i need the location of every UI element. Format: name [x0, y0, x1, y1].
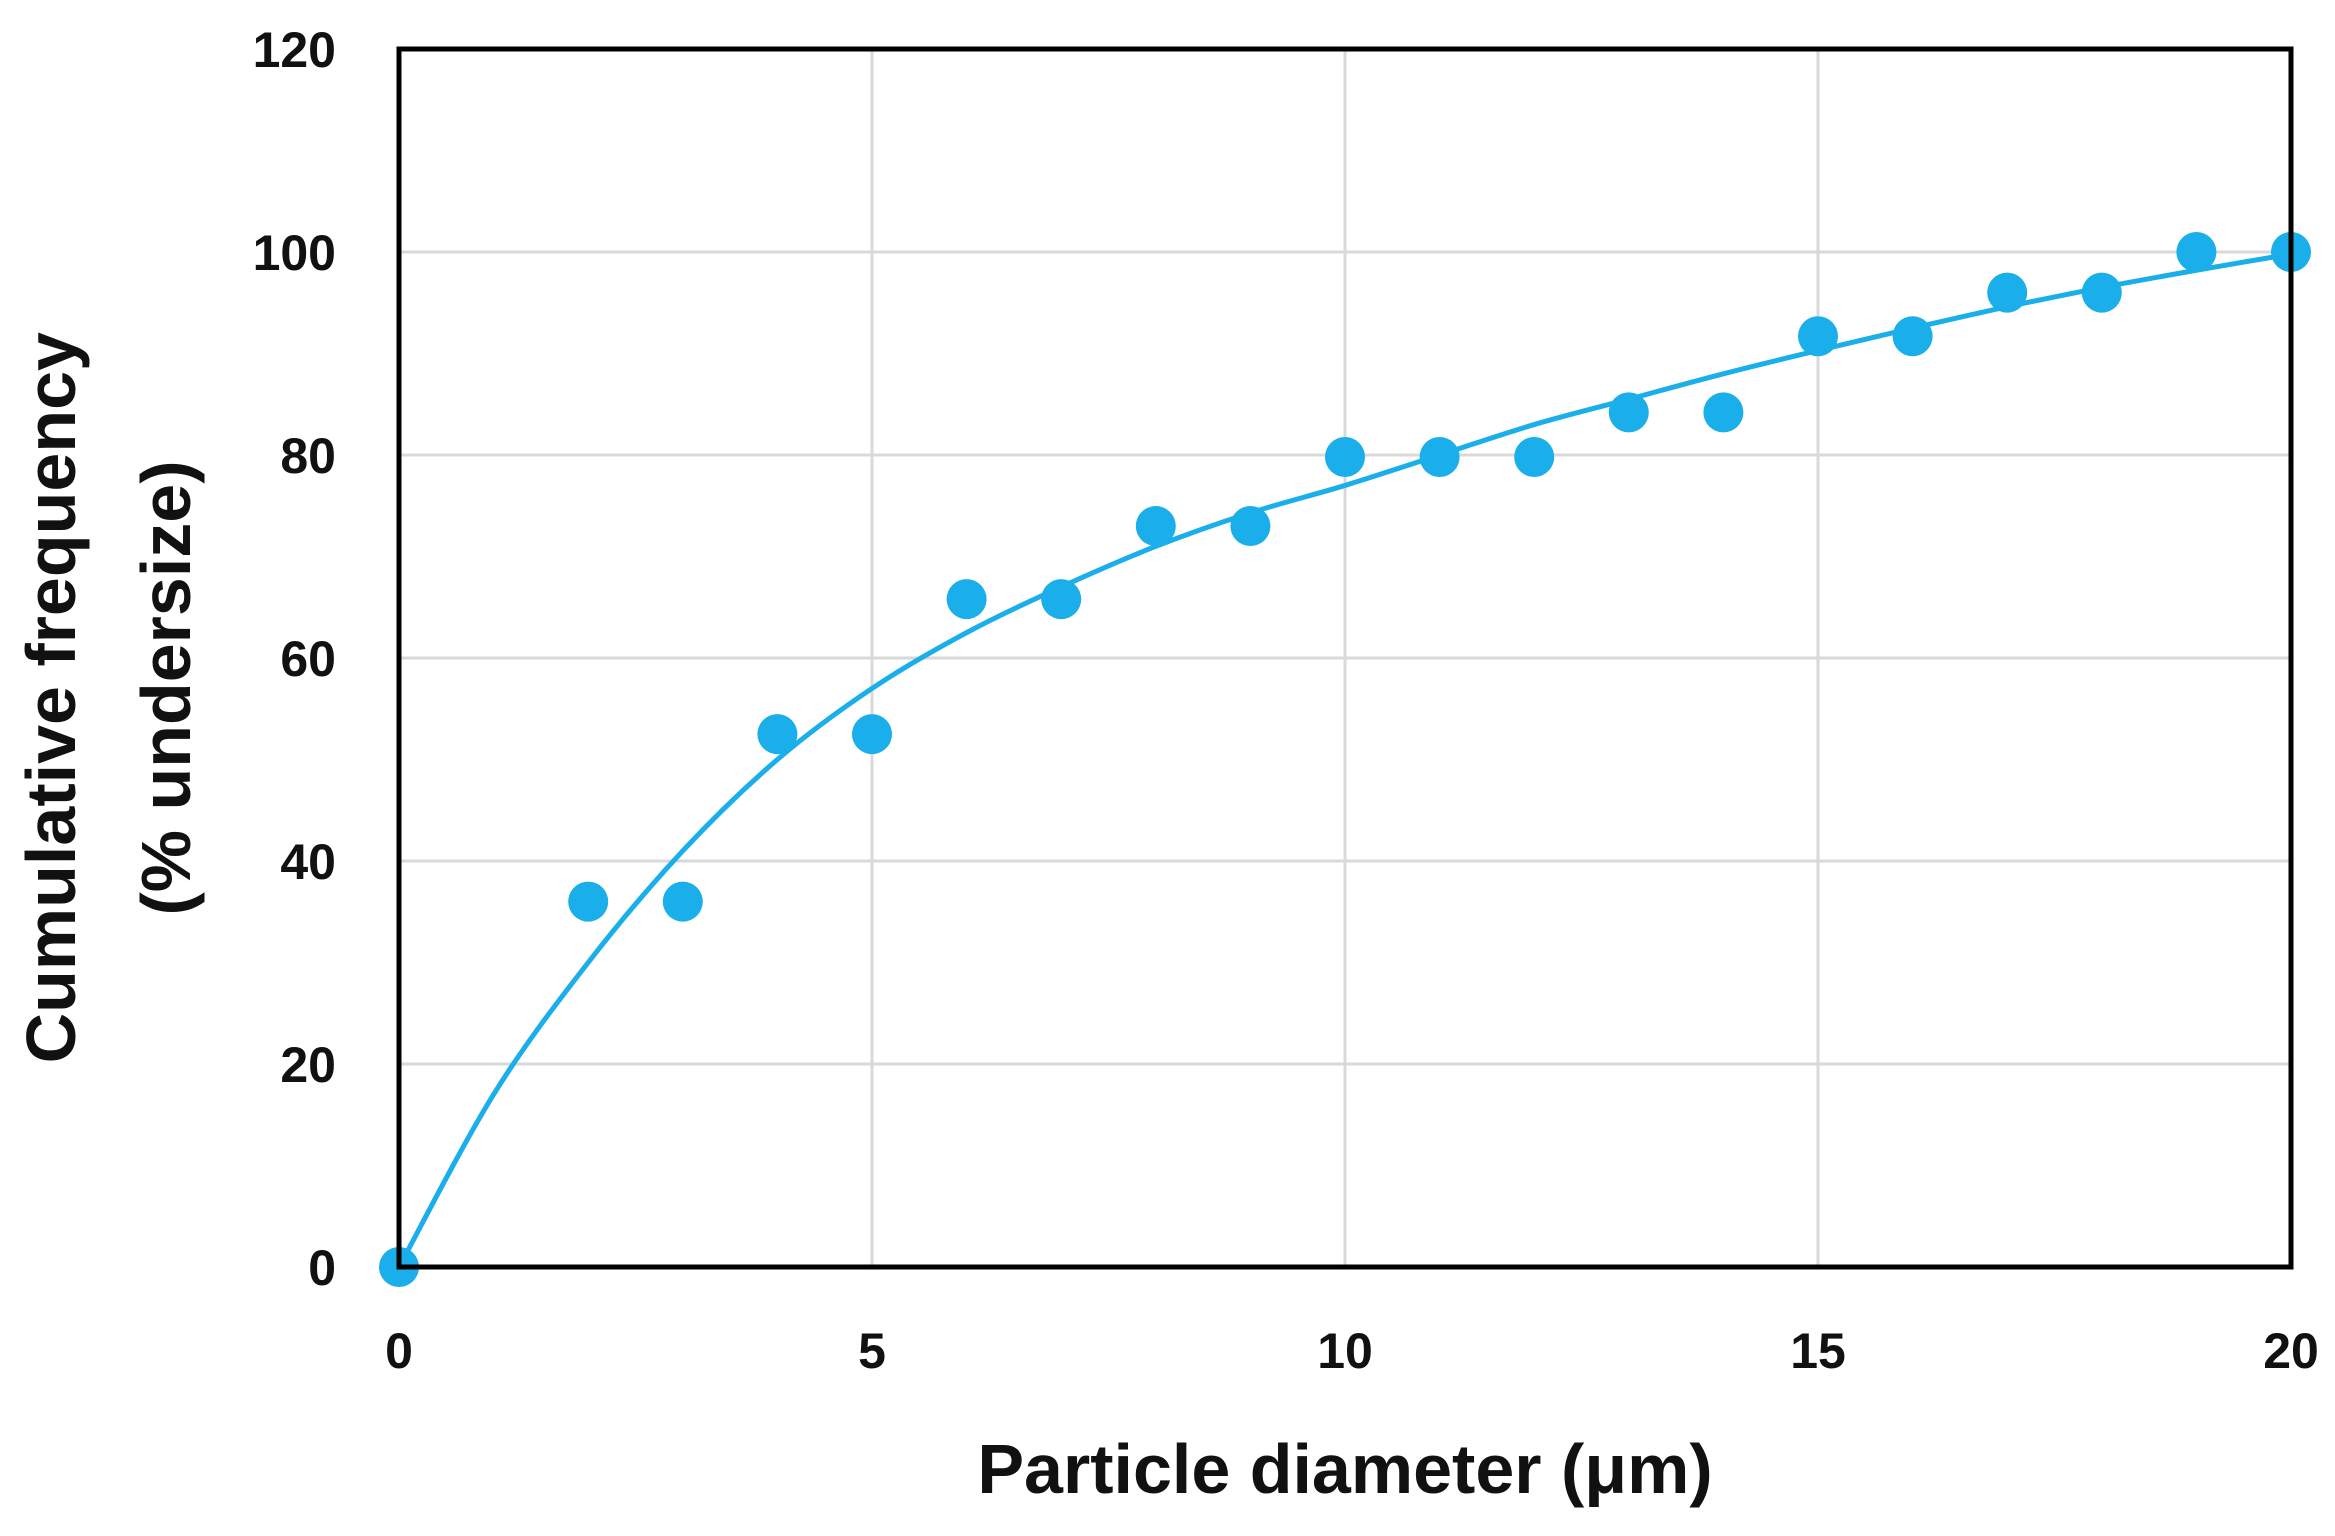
data-point-0-4 — [852, 714, 892, 755]
data-point-0-5 — [946, 579, 987, 620]
x-tick-label-0: 0 — [385, 1323, 413, 1379]
data-point-0-1 — [568, 881, 609, 922]
y-tick-label-1: 20 — [280, 1037, 336, 1093]
trend-curve — [396, 251, 2292, 1269]
grid-lines — [397, 47, 2293, 1269]
y-axis-title-line-1: Cumulative frequency — [12, 332, 90, 1063]
x-axis-title: Particle diameter (μm) — [977, 1430, 1712, 1508]
data-point-0-10 — [1419, 437, 1460, 478]
y-axis-title: Cumulative frequency (% undersize) — [12, 313, 205, 1064]
data-point-0-15 — [1892, 316, 1933, 357]
data-point-0-18 — [2176, 232, 2217, 272]
data-point-0-2 — [662, 881, 703, 922]
data-point-0-9 — [1325, 437, 1365, 478]
x-tick-label-4: 20 — [2263, 1323, 2319, 1379]
data-point-0-17 — [2081, 272, 2122, 313]
data-point-0-3 — [757, 714, 798, 755]
y-tick-labels: 0 20 40 60 80 100 120 — [253, 22, 336, 1296]
data-point-0-8 — [1230, 506, 1271, 547]
data-point-0-12 — [1608, 392, 1649, 433]
data-point-0-6 — [1041, 579, 1082, 620]
plot-frame — [396, 46, 2294, 1270]
data-point-0-13 — [1703, 392, 1744, 433]
y-axis-title-line-2: (% undersize) — [127, 460, 205, 915]
x-tick-label-2: 10 — [1317, 1323, 1373, 1379]
y-tick-label-4: 80 — [280, 428, 336, 484]
x-tick-label-3: 15 — [1790, 1323, 1846, 1379]
data-point-0-14 — [1798, 316, 1838, 357]
y-tick-label-2: 40 — [280, 834, 336, 890]
x-tick-labels: 0 5 10 15 20 — [385, 1323, 2319, 1379]
y-tick-label-3: 60 — [280, 631, 336, 687]
data-point-0-7 — [1135, 506, 1176, 547]
y-tick-label-5: 100 — [253, 225, 336, 281]
y-tick-label-0: 0 — [308, 1240, 336, 1296]
x-tick-label-1: 5 — [858, 1323, 886, 1379]
y-tick-label-6: 120 — [253, 22, 336, 78]
data-point-0-16 — [1987, 272, 2028, 313]
data-point-0-11 — [1514, 437, 1555, 478]
